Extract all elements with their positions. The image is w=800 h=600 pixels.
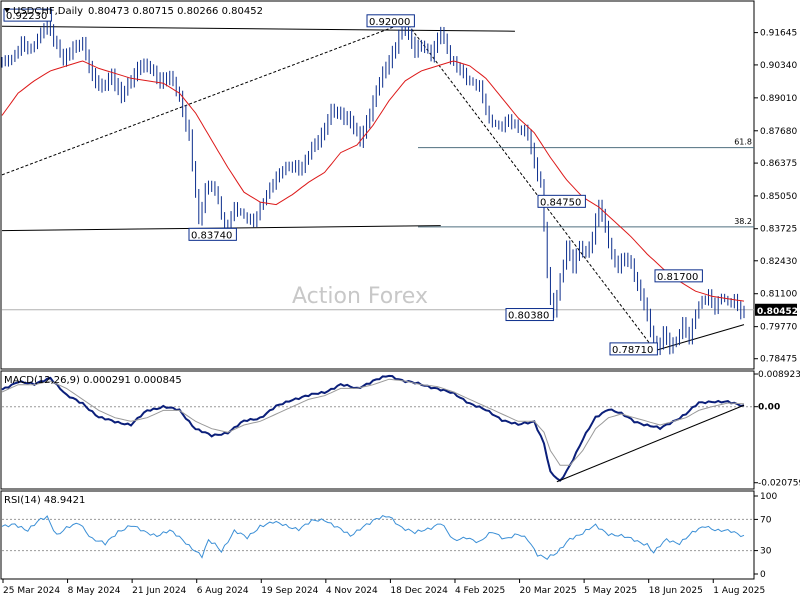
dotted-trendline [1,23,403,176]
price-annotation-box [609,342,658,356]
price-annotation-label: 0.92230 [6,11,47,22]
x-tick-label: 18 Dec 2024 [390,586,448,596]
macd-y-axis: 0.008923 0.00 -0.020759 [754,370,800,489]
y-tick-label: -0.020759 [758,479,800,489]
price-candles [1,12,745,356]
price-annotation-label: 0.80380 [508,311,549,322]
x-tick-label: 4 Nov 2024 [326,586,378,596]
price-y-axis: 0.91645 0.90340 0.89010 0.87680 0.86375 0.850… [754,29,797,365]
x-tick-label: 20 Mar 2025 [520,586,577,596]
price-panel: Action Forex 0.91645 0.90340 0.89010 0.8768… [0,0,798,370]
y-tick-label: 0.86375 [760,159,797,169]
watermark: Action Forex [292,284,428,309]
price-annotation-box [537,194,586,208]
y-tick-label: 0.82430 [760,257,797,267]
rsi-panel: 100 70 30 0 RSI(14) 48.9421 [0,490,777,580]
symbol-label: USDCHF,Daily [13,6,83,17]
price-annotation-label: 0.84750 [540,197,581,208]
price-annotation-label: 0.83740 [191,230,232,241]
y-tick-label: 0.85050 [760,192,797,202]
y-tick-label: 30 [760,547,772,557]
y-tick-label: 0.90340 [760,61,797,71]
x-tick-label: 1 Aug 2025 [713,586,765,596]
dotted-downtrend-line [408,24,658,354]
x-tick-label: 25 Mar 2024 [3,586,60,596]
moving-average-line [1,60,745,302]
price-annotation-box [3,8,52,22]
fib-level-label: 38.2 [734,217,752,226]
upper-channel-line [1,25,515,32]
signal-line [1,378,745,466]
y-tick-label: 0.008923 [758,370,800,380]
x-axis: 25 Mar 2024 8 May 2024 21 Jun 2024 6 Aug 20… [2,579,765,596]
y-tick-label: 0.00 [758,403,780,413]
rsi-line [1,515,745,560]
macd-line [1,374,745,482]
y-tick-label: 0.89010 [760,94,797,104]
price-annotation-box [366,14,415,28]
x-tick-label: 6 Aug 2024 [197,586,249,596]
current-price-tag [755,303,797,316]
ohlc-label: 0.80473 0.80715 0.80266 0.80452 [88,6,263,17]
y-tick-label: 100 [760,492,777,502]
price-annotation-label: 0.92000 [369,17,410,28]
y-tick-label: 0.78475 [760,355,797,365]
y-tick-label: 0.81100 [760,290,797,300]
x-tick-label: 21 Jun 2024 [132,586,186,596]
macd-trendline [556,404,745,483]
x-tick-label: 4 Feb 2025 [455,586,505,596]
y-tick-label: 0 [760,570,766,580]
x-tick-label: 8 May 2024 [68,586,121,596]
rsi-title: RSI(14) 48.9421 [4,495,85,506]
current-price-label: 0.80452 [757,307,798,317]
macd-panel: 0.008923 0.00 -0.020759 MACD(12,26,9) 0.00… [0,370,800,490]
menu-triangle-icon[interactable] [4,8,10,13]
fib-level-label: 61.8 [734,138,752,147]
price-annotation-label: 0.81700 [657,272,698,283]
y-tick-label: 0.83725 [760,225,797,235]
macd-title: MACD(12,26,9) 0.000291 0.000845 [4,375,182,386]
x-tick-label: 19 Sep 2024 [261,586,318,596]
x-tick-label: 18 Jun 2025 [649,586,703,596]
y-tick-label: 0.79770 [760,323,797,333]
y-tick-label: 0.91645 [760,29,797,39]
price-annotation-box [505,308,554,322]
y-tick-label: 70 [760,515,772,525]
price-annotation-box [188,227,237,241]
x-tick-label: 5 May 2025 [584,586,637,596]
price-annotation-label: 0.78710 [612,345,653,356]
y-tick-label: 0.87680 [760,127,797,137]
rsi-y-axis: 100 70 30 0 [754,492,777,580]
price-annotation-box [654,269,703,283]
